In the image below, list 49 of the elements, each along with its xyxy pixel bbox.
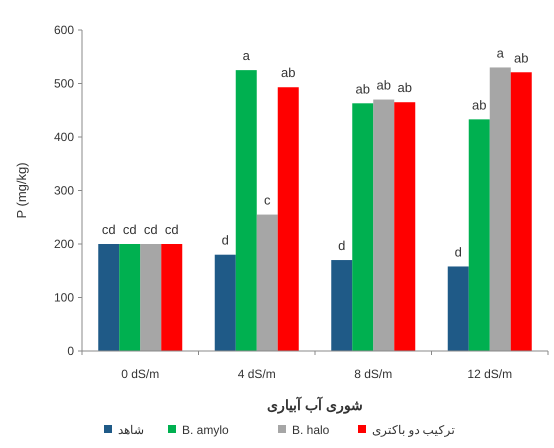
y-axis-title: P (mg/kg): [14, 162, 29, 219]
x-axis-title: شوری آب آبیاری: [267, 396, 363, 414]
legend-label: B. halo: [292, 423, 330, 437]
bar: [119, 244, 140, 351]
data-label: a: [496, 45, 505, 60]
data-label: cd: [144, 222, 158, 237]
y-tick-label: 100: [54, 290, 74, 304]
data-label: ab: [514, 50, 528, 66]
bar: [352, 103, 374, 351]
data-label: ab: [281, 65, 296, 80]
bar: [236, 70, 257, 351]
data-label: cd: [164, 222, 179, 237]
bar: [98, 244, 120, 351]
bar: [468, 119, 490, 351]
data-label: d: [454, 244, 462, 260]
data-label: d: [222, 232, 229, 248]
bar: [331, 260, 352, 351]
x-tick-label: 8 dS/m: [354, 367, 392, 381]
bar: [394, 102, 416, 351]
bar: [510, 72, 532, 351]
data-label: c: [264, 192, 271, 208]
data-label: ab: [356, 81, 370, 96]
bar: [161, 244, 182, 351]
y-tick-label: 400: [54, 130, 74, 144]
y-tick-label: 500: [54, 76, 74, 90]
bar: [256, 214, 278, 351]
data-label: d: [338, 238, 346, 254]
bar: [373, 100, 394, 351]
legend-label: B. amylo: [182, 423, 230, 437]
x-tick-label: 12 dS/m: [467, 367, 512, 381]
bar: [214, 254, 236, 351]
legend-label: شاهد: [118, 423, 144, 437]
data-label: cd: [122, 222, 137, 237]
bar: [140, 244, 162, 351]
y-tick-label: 600: [54, 23, 74, 37]
x-tick-label: 4 dS/m: [238, 367, 276, 381]
bar: [278, 87, 299, 351]
data-label: a: [242, 48, 251, 64]
y-tick-label: 300: [54, 184, 74, 198]
data-label: ab: [376, 78, 391, 93]
bar: [490, 67, 511, 351]
y-tick-label: 200: [54, 237, 74, 251]
legend-label: ترکیب دو باکتری: [372, 423, 455, 437]
y-tick-label: 0: [67, 344, 74, 358]
data-label: ab: [472, 97, 486, 112]
bar: [448, 266, 469, 351]
data-label: ab: [398, 80, 412, 96]
x-tick-label: 0 dS/m: [121, 367, 160, 381]
data-label: cd: [102, 222, 116, 237]
